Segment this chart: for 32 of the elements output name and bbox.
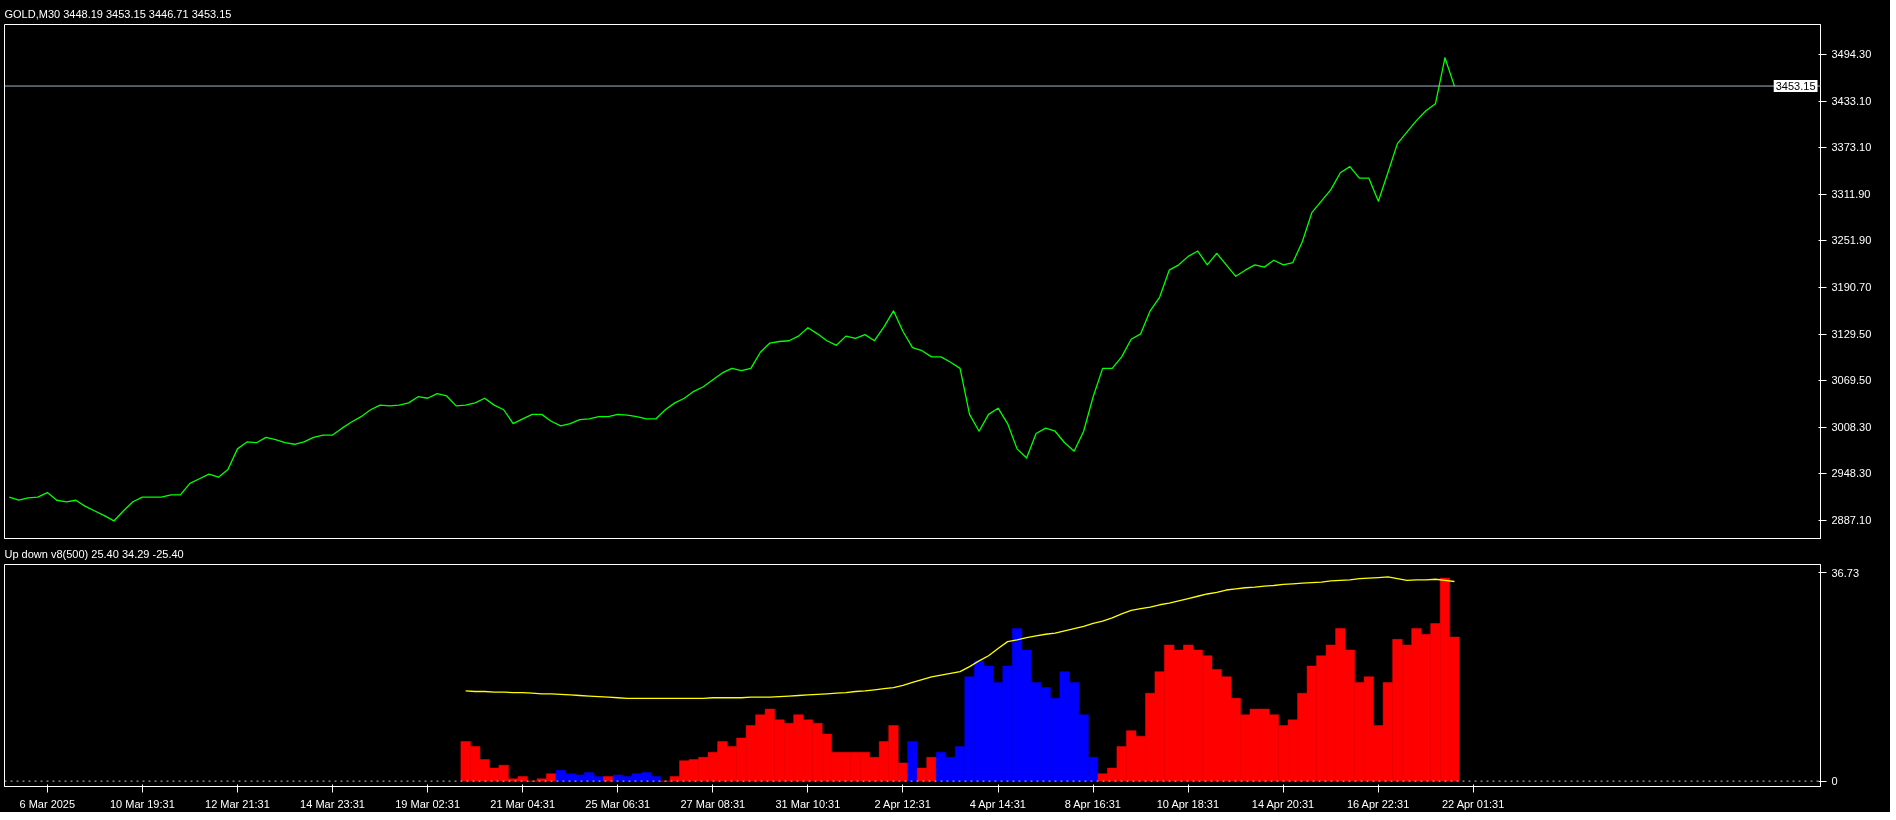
y-tick-label: 3069.50 (1831, 374, 1872, 387)
y-tick-label: 36.73 (1831, 566, 1860, 579)
chart-title: GOLD,M30 3448.19 3453.15 3446.71 3453.15 (4, 7, 232, 20)
y-tick-label: 3129.50 (1831, 328, 1872, 341)
y-tick-label: 3251.90 (1831, 234, 1872, 247)
y-tick-label: 3311.90 (1831, 188, 1871, 201)
x-tick-label: 22 Apr 01:31 (1441, 797, 1505, 810)
x-tick-label: 31 Mar 10:31 (775, 797, 841, 810)
x-tick-label: 12 Mar 21:31 (205, 797, 270, 810)
x-tick-label: 16 Apr 22:31 (1346, 797, 1410, 810)
y-tick-label: 0 (1831, 775, 1838, 788)
y-tick-label: 3494.30 (1831, 48, 1872, 61)
chart-title: Up down v8(500) 25.40 34.29 -25.40 (4, 547, 184, 560)
x-tick-label: 25 Mar 06:31 (585, 797, 651, 810)
x-tick-label: 6 Mar 2025 (19, 797, 76, 810)
y-tick-label: 3433.10 (1831, 95, 1872, 108)
x-tick-label: 10 Mar 19:31 (109, 797, 175, 810)
x-tick-label: 19 Mar 02:31 (395, 797, 461, 810)
x-tick-label: 14 Mar 23:31 (300, 797, 365, 810)
x-tick-label: 21 Mar 04:31 (490, 797, 556, 810)
x-tick-label: 2 Apr 12:31 (874, 797, 931, 810)
x-tick-label: 27 Mar 08:31 (680, 797, 746, 810)
y-tick-label: 3373.10 (1831, 141, 1872, 154)
y-tick-label: 3008.30 (1831, 421, 1872, 434)
x-tick-label: 4 Apr 14:31 (969, 797, 1026, 810)
x-tick-label: 14 Apr 20:31 (1251, 797, 1315, 810)
x-tick-label: 10 Apr 18:31 (1156, 797, 1220, 810)
y-tick-label: 2887.10 (1831, 514, 1872, 527)
x-tick-label: 8 Apr 16:31 (1064, 797, 1121, 810)
ref-line-label: 3453.15 (1775, 80, 1816, 93)
y-tick-label: 3190.70 (1831, 281, 1872, 294)
y-tick-label: 2948.30 (1831, 467, 1872, 480)
